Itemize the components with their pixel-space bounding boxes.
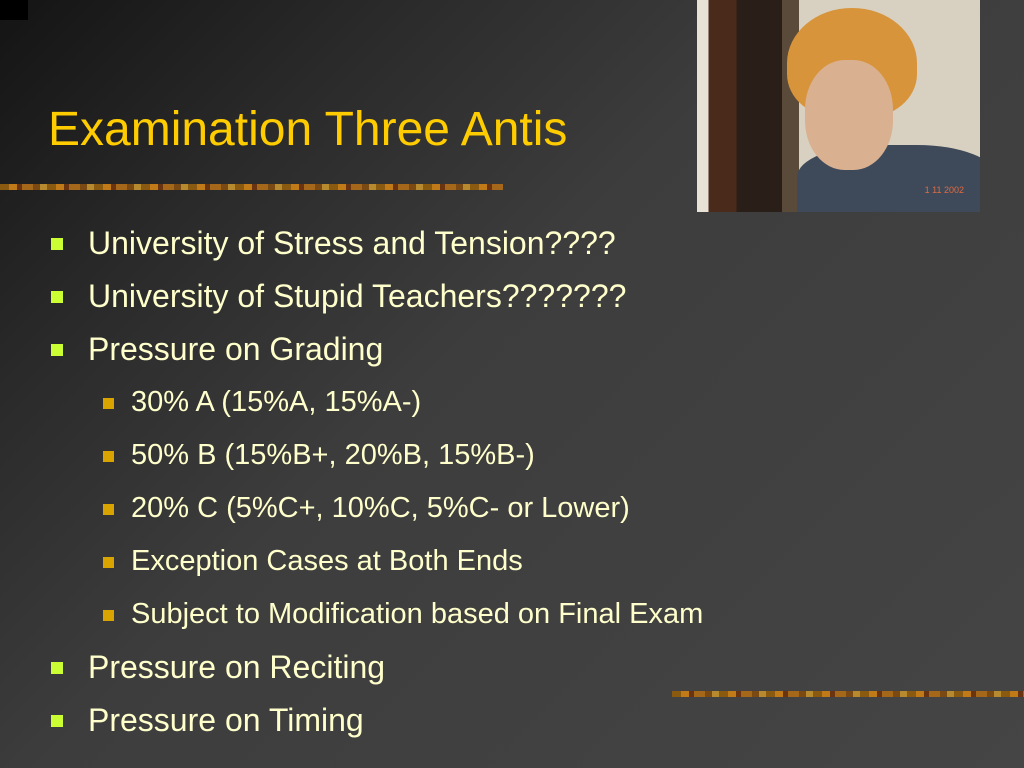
square-bullet-icon: [103, 610, 114, 621]
bullet-text: Pressure on Reciting: [88, 649, 386, 685]
bullet-text: University of Stupid Teachers???????: [88, 278, 627, 314]
sub-bullet-item: 30% A (15%A, 15%A-): [0, 377, 1024, 430]
bullet-text: University of Stress and Tension????: [88, 225, 616, 261]
photo-date-stamp: 1 11 2002: [924, 185, 964, 195]
slide-title: Examination Three Antis: [48, 103, 568, 156]
sub-bullet-item: Exception Cases at Both Ends: [0, 536, 1024, 589]
square-bullet-icon: [103, 504, 114, 515]
bullet-text: Pressure on Timing: [88, 702, 364, 738]
square-bullet-icon: [51, 238, 63, 250]
bullet-text: Subject to Modification based on Final E…: [131, 598, 704, 630]
bullet-text: 50% B (15%B+, 20%B, 15%B-): [131, 439, 535, 471]
square-bullet-icon: [51, 715, 63, 727]
square-bullet-icon: [103, 398, 114, 409]
corner-block: [0, 0, 28, 20]
square-bullet-icon: [51, 344, 63, 356]
square-bullet-icon: [51, 662, 63, 674]
sub-bullet-item: Subject to Modification based on Final E…: [0, 589, 1024, 642]
bullet-item: Pressure on Timing: [0, 695, 1024, 748]
bullet-item: Pressure on Reciting: [0, 642, 1024, 695]
photo-face: [805, 60, 893, 170]
bullet-item: University of Stupid Teachers???????: [0, 271, 1024, 324]
portrait-photo: 1 11 2002: [697, 0, 980, 212]
bullet-item: Pressure on Grading: [0, 324, 1024, 377]
bullet-text: Exception Cases at Both Ends: [131, 545, 523, 577]
square-bullet-icon: [103, 451, 114, 462]
square-bullet-icon: [103, 557, 114, 568]
sub-bullet-item: 50% B (15%B+, 20%B, 15%B-): [0, 430, 1024, 483]
bullet-item: University of Stress and Tension????: [0, 218, 1024, 271]
sub-bullet-item: 20% C (5%C+, 10%C, 5%C- or Lower): [0, 483, 1024, 536]
square-bullet-icon: [51, 291, 63, 303]
decorative-bar-bottom: [672, 691, 1024, 697]
decorative-bar-top: [0, 184, 503, 190]
bullet-text: Pressure on Grading: [88, 331, 384, 367]
bullet-list: University of Stress and Tension???? Uni…: [0, 218, 1024, 748]
bullet-text: 20% C (5%C+, 10%C, 5%C- or Lower): [131, 492, 630, 524]
bullet-text: 30% A (15%A, 15%A-): [131, 386, 422, 418]
